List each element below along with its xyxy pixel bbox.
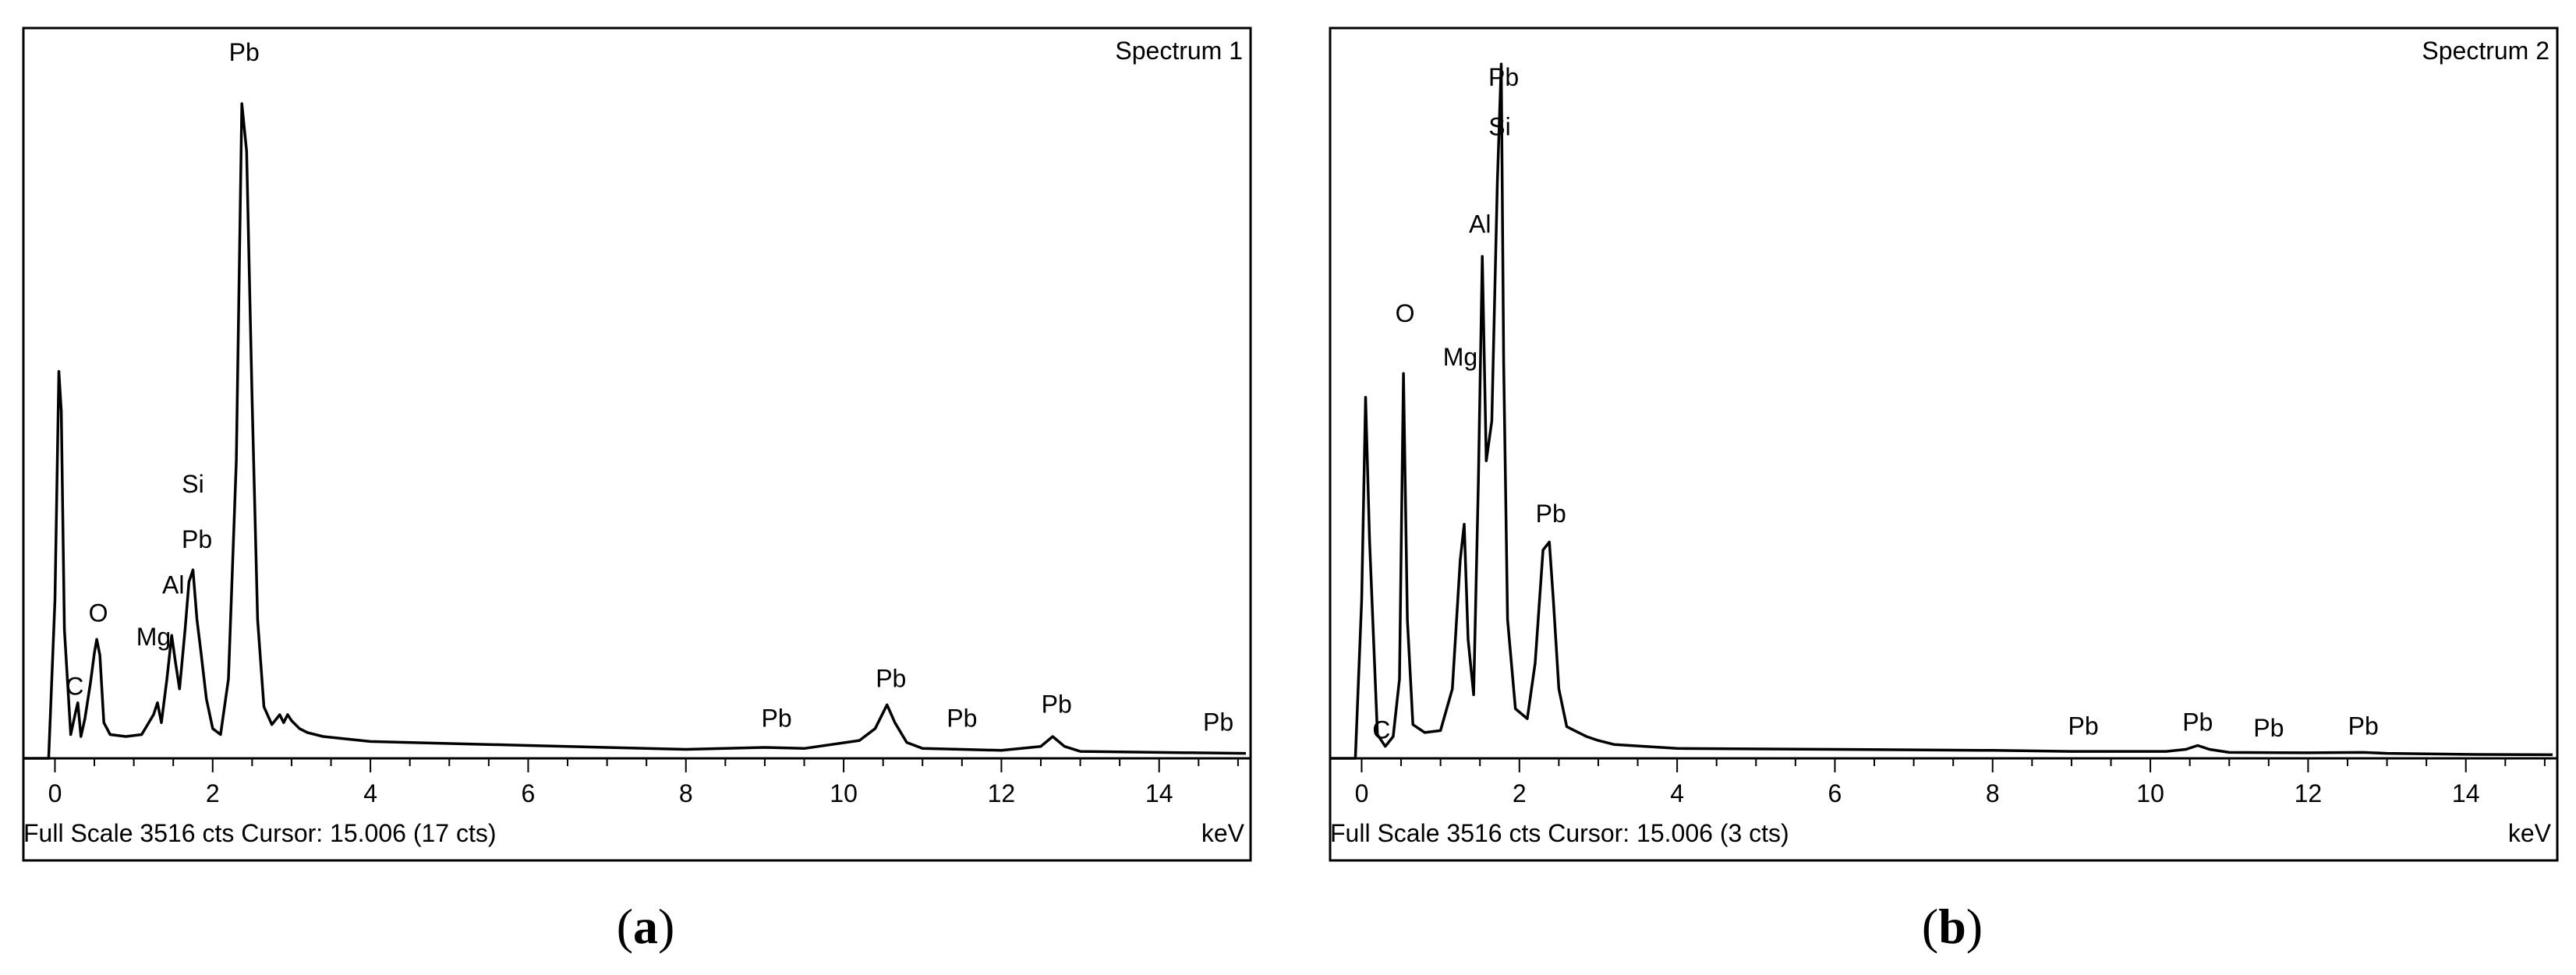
spectrum-panel-b: 0 2 4 6 8 10 12 14 Pb Si Al O Mg Pb C Pb Pb Pb Pb Spectrum … <box>1307 0 2570 865</box>
peak-label-al: Al <box>1469 210 1491 238</box>
x-tick-label: 2 <box>206 779 220 807</box>
spectrum-series-line <box>1330 62 2553 760</box>
caption-a-letter: a <box>633 899 658 954</box>
caption-b: (b) <box>1307 898 2576 956</box>
peak-label-al: Al <box>162 571 184 599</box>
peak-label-pb: Pb <box>876 664 906 692</box>
peak-label-pb: Pb <box>1536 500 1566 528</box>
caption-a-close: ) <box>658 899 675 954</box>
peak-label-o: O <box>1396 299 1415 327</box>
x-axis-unit-label: keV <box>2508 819 2552 847</box>
peak-label-pb: Pb <box>182 525 212 553</box>
plot-frame <box>1329 26 2559 862</box>
status-bar-text: Full Scale 3516 cts Cursor: 15.006 (3 ct… <box>1330 819 1789 847</box>
x-tick-label: 10 <box>830 779 858 807</box>
peak-label-pb: Pb <box>2253 714 2284 742</box>
peak-label-pb: Pb <box>2068 712 2099 740</box>
caption-a: (a) <box>0 898 1291 956</box>
peak-label-c: C <box>65 673 83 701</box>
x-tick-label: 6 <box>522 779 536 807</box>
status-bar-text: Full Scale 3516 cts Cursor: 15.006 (17 c… <box>23 819 497 847</box>
x-tick-label: 8 <box>679 779 693 807</box>
plot-frame <box>22 26 1252 862</box>
x-tick-label: 10 <box>2136 779 2164 807</box>
x-tick-label: 14 <box>1145 779 1173 807</box>
peak-label-si: Si <box>1488 113 1510 141</box>
caption-b-letter: b <box>1938 899 1966 954</box>
x-tick-label: 0 <box>48 779 62 807</box>
peak-label-mg: Mg <box>136 623 171 651</box>
spectrum-series-line <box>23 102 1247 760</box>
x-tick-label: 4 <box>1670 779 1684 807</box>
spectrum-title: Spectrum 2 <box>2422 37 2549 65</box>
spectrum-chart-b: 0 2 4 6 8 10 12 14 Pb Si Al O Mg Pb C Pb Pb Pb Pb Spectrum … <box>1329 26 2559 862</box>
peak-label-c: C <box>1372 716 1390 744</box>
x-tick-label: 2 <box>1513 779 1527 807</box>
peak-label-o: O <box>89 599 108 627</box>
spectrum-chart-a: 0 2 4 6 8 10 12 14 Pb Si Pb Al O Mg C Pb Pb Pb Pb Pb Spectru… <box>22 26 1252 862</box>
peak-label-pb: Pb <box>947 704 977 732</box>
peak-label-pb: Pb <box>2348 712 2379 740</box>
caption-a-open: ( <box>616 899 633 954</box>
peak-label-si: Si <box>182 470 203 498</box>
peak-label-pb: Pb <box>2182 708 2213 736</box>
peak-label-pb: Pb <box>762 704 792 732</box>
peak-label-pb: Pb <box>1203 708 1233 736</box>
caption-b-open: ( <box>1921 899 1939 954</box>
peak-label-pb: Pb <box>1042 690 1072 718</box>
x-axis-unit-label: keV <box>1201 819 1245 847</box>
x-tick-label: 12 <box>2295 779 2323 807</box>
peak-label-mg: Mg <box>1443 343 1477 371</box>
spectrum-panel-a: 0 2 4 6 8 10 12 14 Pb Si Pb Al O Mg C Pb Pb Pb Pb Pb Spectru… <box>0 0 1263 865</box>
x-tick-label: 0 <box>1355 779 1369 807</box>
peak-label-pb: Pb <box>1488 63 1519 91</box>
spectrum-title: Spectrum 1 <box>1115 37 1243 65</box>
x-tick-label: 4 <box>363 779 377 807</box>
peak-label-pb: Pb <box>229 38 260 66</box>
x-tick-label: 8 <box>1986 779 2000 807</box>
x-tick-label: 6 <box>1828 779 1842 807</box>
caption-b-close: ) <box>1966 899 1983 954</box>
x-tick-label: 14 <box>2452 779 2480 807</box>
x-tick-label: 12 <box>988 779 1016 807</box>
